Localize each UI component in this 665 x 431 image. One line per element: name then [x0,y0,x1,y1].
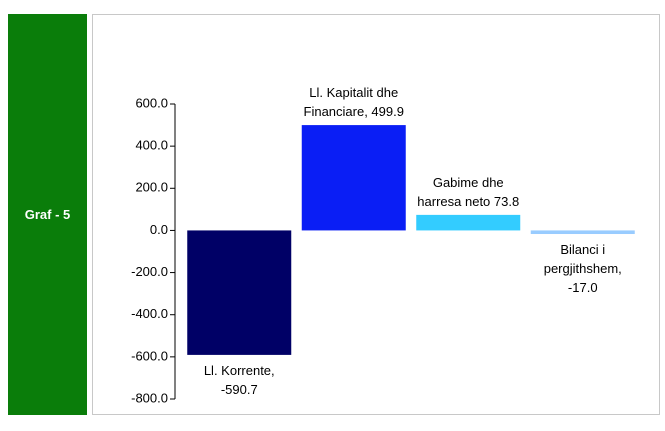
bar [301,125,406,231]
y-tick-label: 200.0 [135,180,168,195]
y-tick-label: -800.0 [131,390,168,405]
side-label: Graf - 5 [8,14,87,415]
y-tick-label: -200.0 [131,264,168,279]
bar [187,230,292,355]
y-tick-label: -600.0 [131,348,168,363]
y-tick-label: -400.0 [131,306,168,321]
y-tick-label: 0.0 [150,222,168,237]
data-label: Ll. Korrente, -590.7 [203,362,275,397]
data-label: Ll. Kapitalit dhe Financiare, 499.9 [303,85,404,120]
bar [416,214,521,231]
y-tick-label: 400.0 [135,138,168,153]
data-label: Gabime dhe harresa neto 73.8 [417,174,520,209]
bar [530,230,635,235]
data-label: Bilanci i pergjithshem, -17.0 [543,242,622,295]
y-tick-label: 600.0 [135,95,168,110]
